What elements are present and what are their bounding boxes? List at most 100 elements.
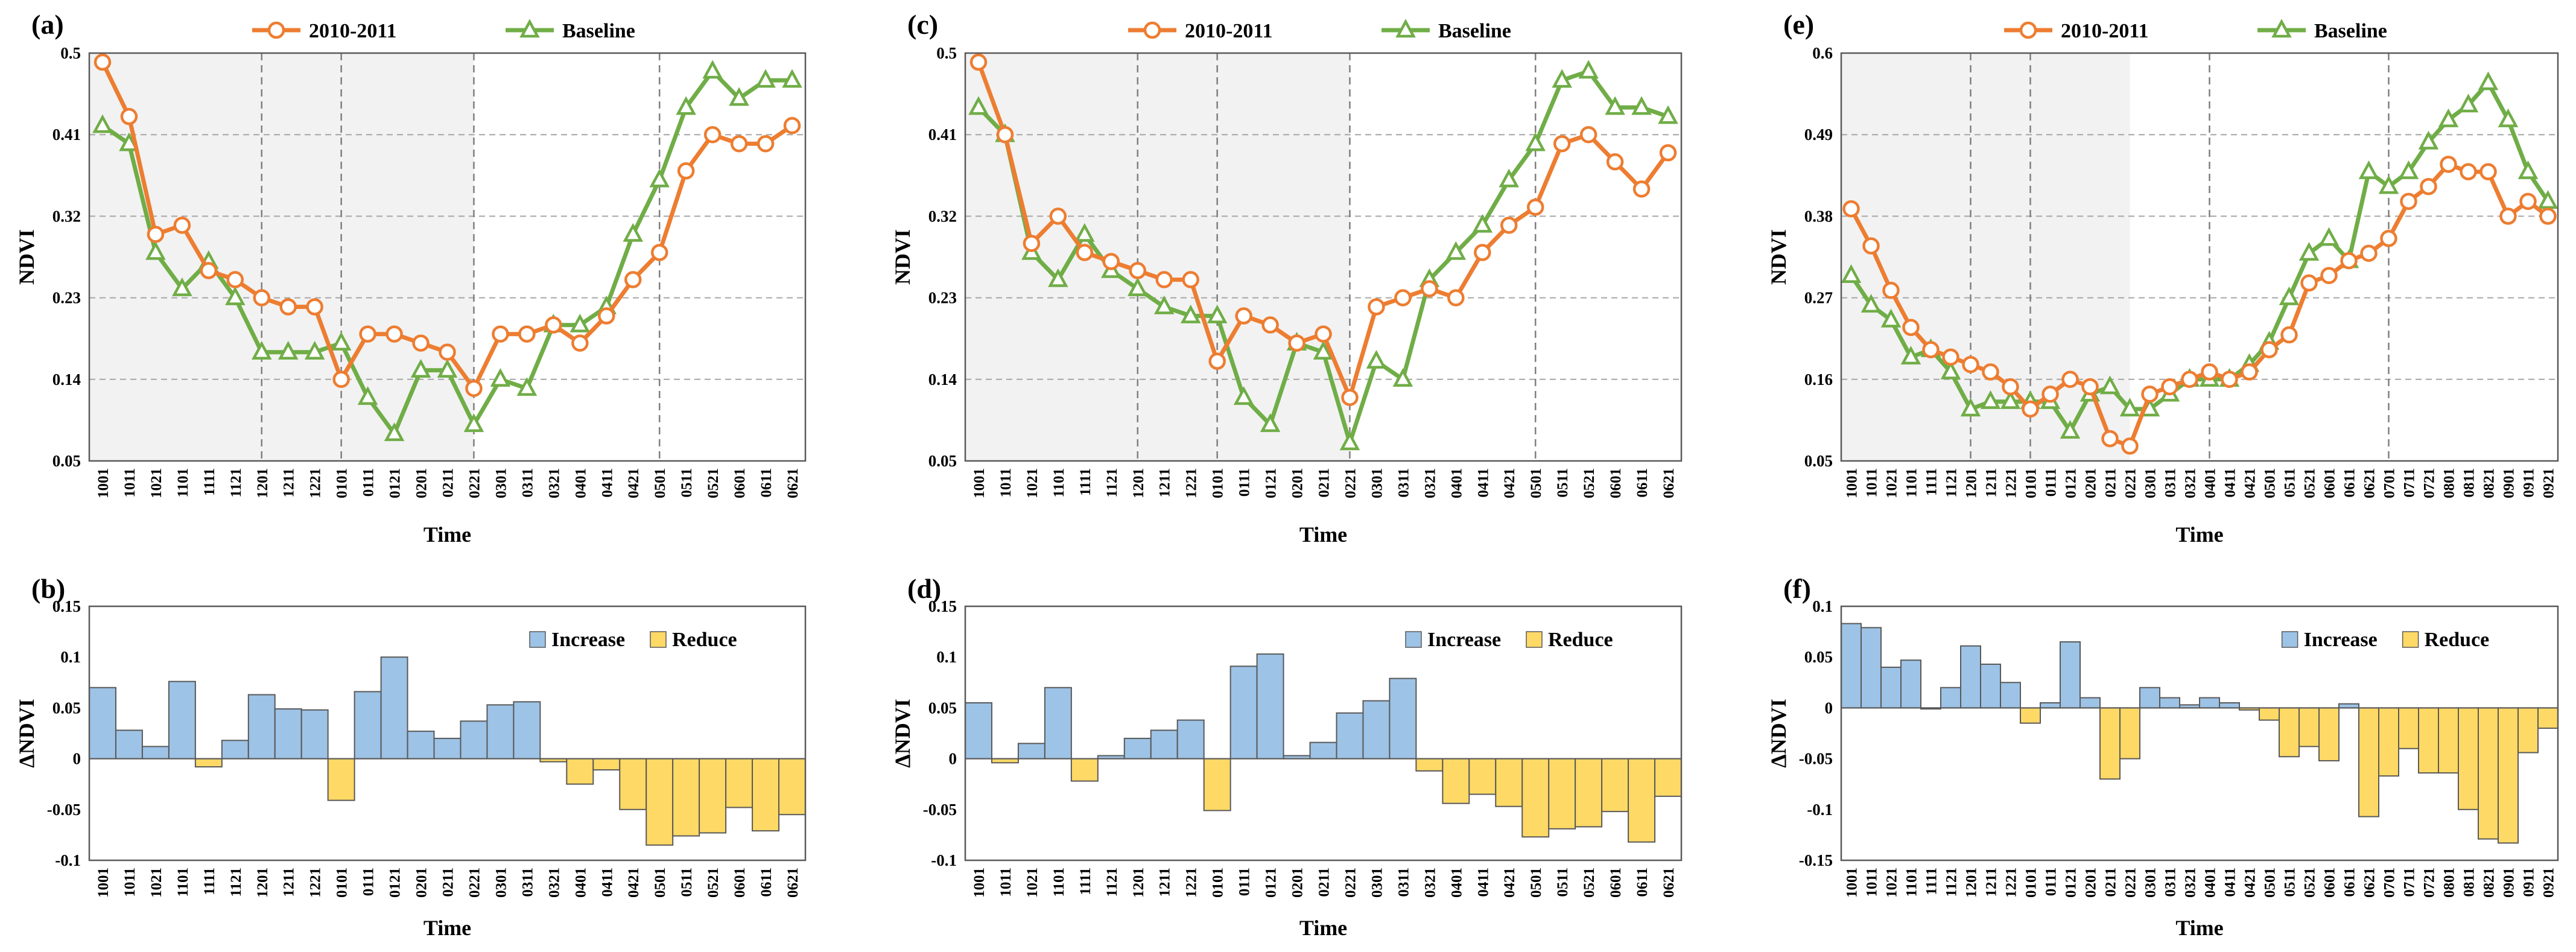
x-tick-label: 0401 — [1448, 868, 1465, 898]
x-tick-label: 1101 — [1904, 468, 1920, 498]
x-tick-label: 0321 — [2183, 468, 2199, 498]
x-tick-label: 0201 — [2083, 868, 2099, 898]
x-tick-label: 0121 — [1263, 868, 1280, 898]
x-tick-label: 0621 — [1661, 468, 1677, 498]
x-tick-label: 1101 — [1051, 868, 1067, 897]
data-point-baseline — [1841, 264, 1862, 283]
bar-reduce — [2378, 707, 2399, 777]
bar-reduce — [2458, 707, 2479, 810]
x-tick-label: 0821 — [2481, 868, 2498, 898]
data-point-2010-2011 — [1023, 235, 1041, 252]
bar-reduce — [194, 758, 223, 768]
bar-increase — [1336, 712, 1364, 760]
bar-reduce — [592, 758, 621, 771]
data-point-baseline — [2318, 227, 2340, 246]
bar-reduce — [1575, 758, 1603, 828]
x-tick-label: 1001 — [971, 468, 988, 498]
data-point-baseline — [463, 413, 484, 433]
x-tick-label: 0121 — [1263, 468, 1280, 498]
x-tick-label: 0321 — [1422, 468, 1438, 498]
y-axis-label: ΔNDVI — [14, 699, 39, 768]
bar-increase — [407, 731, 435, 760]
legend-swatch-reduce — [650, 631, 667, 648]
bar-increase — [486, 704, 515, 760]
x-tick-label: 0901 — [2501, 468, 2517, 498]
data-point-baseline — [2398, 160, 2419, 179]
panel-label: (f) — [1783, 573, 1811, 604]
data-point-baseline — [1074, 223, 1095, 242]
bar-increase — [221, 740, 249, 760]
data-point-2010-2011 — [545, 316, 562, 334]
data-point-baseline — [649, 168, 670, 188]
data-point-baseline — [1127, 277, 1148, 296]
x-tick-label: 1001 — [1844, 468, 1861, 498]
bar-reduce — [1415, 758, 1444, 772]
legend-marker-baseline — [2271, 19, 2292, 38]
x-tick-label: 0521 — [2302, 468, 2318, 498]
x-tick-label: 0411 — [2222, 868, 2239, 897]
y-axis-label: ΔNDVI — [890, 699, 915, 768]
y-tick-label: -0.05 — [923, 801, 957, 819]
legend-label-reduce: Reduce — [2425, 629, 2490, 651]
x-tick-label: 0611 — [2342, 868, 2358, 897]
x-tick-label: 0421 — [626, 868, 642, 898]
x-tick-label: 0421 — [626, 468, 642, 498]
panel-label: (c) — [907, 9, 938, 40]
data-point-baseline — [278, 341, 299, 360]
data-point-baseline — [490, 368, 511, 387]
panel-label: (b) — [31, 573, 65, 604]
data-point-baseline — [1552, 69, 1572, 88]
bar-increase — [460, 720, 488, 760]
panel-b-bar-chart: -0.1 -0.05 0 0.05 0.1 0.15 Increase Reduce 1001 1… — [14, 573, 807, 940]
data-point-2010-2011 — [2300, 274, 2318, 292]
data-point-baseline — [1605, 96, 1625, 115]
x-tick-label: 0121 — [2063, 468, 2080, 498]
x-tick-label: 0921 — [2541, 468, 2557, 498]
x-tick-label: 0301 — [2143, 868, 2159, 898]
x-tick-label: 0221 — [2123, 468, 2139, 498]
x-tick-label: 0601 — [2322, 868, 2338, 898]
shaded-period — [1841, 53, 2130, 461]
x-tick-label: 1201 — [1131, 868, 1147, 898]
x-tick-label: 0521 — [1581, 468, 1597, 498]
x-tick-label: 1101 — [175, 868, 191, 897]
data-point-2010-2011 — [1447, 289, 1465, 306]
data-point-2010-2011 — [2340, 252, 2358, 270]
legend-marker-2010-2011 — [267, 21, 285, 39]
data-point-2010-2011 — [1368, 298, 1385, 316]
x-tick-label: 1021 — [1024, 868, 1041, 898]
y-axis-label: ΔNDVI — [1766, 699, 1791, 768]
data-point-baseline — [1525, 132, 1546, 151]
legend-swatch-increase — [529, 631, 546, 648]
data-point-2010-2011 — [120, 107, 138, 125]
bar-increase — [115, 729, 143, 760]
data-point-2010-2011 — [253, 289, 271, 306]
x-tick-label: 1111 — [1924, 868, 1940, 895]
x-tick-label: 0221 — [2123, 868, 2139, 898]
x-tick-label: 0411 — [599, 468, 615, 498]
data-point-baseline — [92, 114, 113, 133]
data-point-2010-2011 — [2161, 378, 2178, 396]
data-point-2010-2011 — [2141, 386, 2159, 403]
bar-reduce — [2498, 707, 2519, 844]
bar-increase — [1176, 719, 1205, 760]
bar-reduce — [2398, 707, 2419, 749]
y-axis-label: NDVI — [890, 229, 915, 285]
data-point-baseline — [2438, 108, 2459, 127]
data-point-baseline — [2279, 286, 2300, 305]
data-point-baseline — [1260, 413, 1281, 433]
y-tick-label: -0.05 — [47, 801, 81, 819]
legend-label-2010-2011: 2010-2011 — [309, 20, 396, 42]
data-point-2010-2011 — [173, 217, 191, 234]
data-point-baseline — [304, 341, 325, 360]
data-point-baseline — [1445, 241, 1467, 260]
legend-label-baseline: Baseline — [1438, 20, 1511, 42]
data-point-2010-2011 — [1315, 325, 1332, 343]
bar-increase — [2159, 697, 2180, 709]
x-tick-label: 0201 — [2083, 468, 2099, 498]
x-tick-label: 0821 — [2481, 468, 2498, 498]
data-point-2010-2011 — [2460, 163, 2477, 180]
bar-reduce — [1070, 758, 1099, 782]
data-point-baseline — [225, 286, 246, 305]
data-point-2010-2011 — [703, 125, 722, 144]
